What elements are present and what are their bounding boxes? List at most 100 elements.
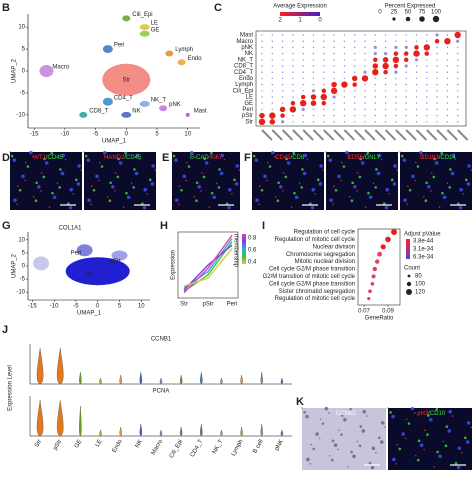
dot xyxy=(374,108,377,111)
speckle xyxy=(95,174,99,179)
x-tick-label: -10 xyxy=(50,304,59,310)
speckle xyxy=(231,192,233,195)
violin xyxy=(139,371,143,385)
cluster xyxy=(79,111,88,118)
speckle xyxy=(457,446,462,451)
violin xyxy=(280,429,284,437)
dot xyxy=(281,90,284,92)
stain-part: /CD45 xyxy=(124,155,142,161)
dot xyxy=(323,77,325,80)
speckle xyxy=(116,175,120,179)
legend-tick: 0 xyxy=(318,18,322,24)
dot xyxy=(323,40,325,42)
stain-part: CD163 xyxy=(420,155,439,161)
speckle xyxy=(414,179,416,182)
go-dot xyxy=(371,274,376,279)
dot xyxy=(292,83,294,86)
dot xyxy=(320,93,327,101)
speckle xyxy=(174,198,179,202)
gene-label xyxy=(281,129,294,141)
speckle xyxy=(125,191,128,195)
speckle xyxy=(368,461,372,465)
cluster xyxy=(177,59,186,66)
speckle xyxy=(340,433,343,436)
speckle xyxy=(12,158,17,162)
dot xyxy=(393,63,399,69)
term-label: Cell cycle G2/M phase transition xyxy=(269,281,355,287)
speckle xyxy=(410,406,415,411)
speckle xyxy=(282,190,284,192)
dot xyxy=(353,46,356,49)
annotation: Str xyxy=(85,271,93,277)
dot xyxy=(290,100,296,106)
speckle xyxy=(67,202,70,205)
dot xyxy=(311,89,316,93)
dot xyxy=(405,121,407,123)
cluster-label: Endo xyxy=(188,56,203,62)
dot xyxy=(405,96,407,98)
dot xyxy=(333,114,335,117)
violin xyxy=(36,347,44,385)
x-axis-label: GeneRatio xyxy=(365,316,394,322)
speckle xyxy=(384,205,389,210)
stain-label: CD45/CD8 xyxy=(275,155,305,161)
dot xyxy=(456,83,459,86)
cluster xyxy=(39,65,54,77)
speckle xyxy=(293,191,296,195)
trend-line xyxy=(183,248,233,287)
speckle xyxy=(319,418,322,420)
speckle xyxy=(441,191,444,195)
dot xyxy=(353,90,356,92)
speckle xyxy=(220,153,225,158)
speckle xyxy=(422,195,425,198)
speckle xyxy=(314,192,317,195)
dot xyxy=(353,65,356,67)
go-dot xyxy=(385,236,391,243)
y-axis-label: UMAP_2 xyxy=(12,253,18,278)
dot xyxy=(292,52,294,55)
term-label: Nuclear division xyxy=(313,244,355,250)
dot xyxy=(353,121,356,123)
violin xyxy=(240,374,243,385)
speckle xyxy=(338,429,340,432)
speckle xyxy=(83,151,85,153)
speckle xyxy=(319,164,323,168)
term-label: Mitotic nuclear division xyxy=(295,259,355,265)
speckle xyxy=(328,412,330,414)
dot xyxy=(312,34,315,36)
dot xyxy=(323,83,325,86)
gene-label xyxy=(302,129,314,141)
speckle xyxy=(337,174,341,179)
dot xyxy=(384,40,387,42)
dot xyxy=(302,77,304,80)
dot xyxy=(352,82,357,87)
speckle xyxy=(375,451,377,454)
x-tick-label: -15 xyxy=(30,132,39,138)
dot xyxy=(426,40,428,42)
gene-label xyxy=(415,129,428,141)
speckle xyxy=(464,178,468,182)
dot xyxy=(333,71,335,73)
speckle xyxy=(142,205,147,210)
dot xyxy=(446,114,449,117)
dot xyxy=(302,114,304,117)
speckle xyxy=(360,161,365,165)
speckle xyxy=(345,150,349,155)
dot xyxy=(415,34,418,36)
speckle xyxy=(310,443,313,446)
dot xyxy=(364,114,366,117)
dot xyxy=(258,118,266,126)
dot xyxy=(343,77,346,80)
dot xyxy=(373,52,377,56)
stain-label: WT1/CD45 xyxy=(33,155,63,161)
speckle xyxy=(16,203,19,205)
speckle xyxy=(225,202,229,205)
dot xyxy=(456,121,459,123)
dot xyxy=(302,83,304,86)
legend-tick: 0.4 xyxy=(248,260,257,266)
dot xyxy=(343,34,346,36)
speckle xyxy=(103,150,107,155)
go-dot xyxy=(372,266,377,272)
dot xyxy=(456,114,459,117)
stain-part: E-CAD xyxy=(190,155,209,161)
